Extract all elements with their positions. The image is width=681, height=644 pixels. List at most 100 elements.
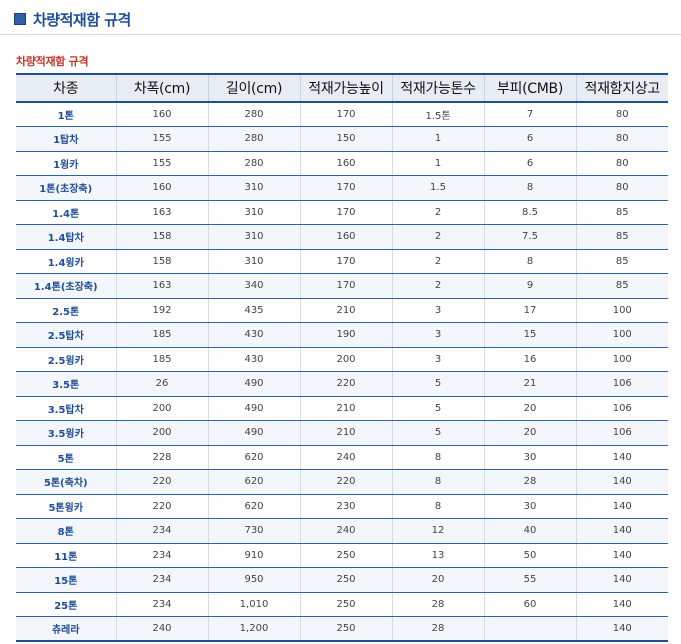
cell-bed-height: 140 bbox=[575, 518, 668, 544]
cell-volume: 7.5 bbox=[483, 224, 576, 250]
cell-volume bbox=[483, 616, 576, 642]
cell-load-tonnage: 2 bbox=[391, 273, 484, 299]
cell-vehicle-type: 1.4탑차 bbox=[16, 224, 116, 250]
cell-bed-height: 80 bbox=[575, 175, 668, 201]
cell-load-tonnage: 20 bbox=[391, 567, 484, 593]
cell-length: 620 bbox=[207, 494, 300, 519]
table-row: 1.4탑차 158 310 160 2 7.5 85 bbox=[16, 224, 668, 250]
table-row: 5톤 228 620 240 8 30 140 bbox=[16, 445, 668, 470]
cell-vehicle-type: 5톤 bbox=[16, 445, 116, 470]
cell-bed-height: 140 bbox=[575, 567, 668, 593]
cell-load-height: 250 bbox=[299, 543, 392, 568]
cell-length: 430 bbox=[207, 347, 300, 372]
cell-volume: 55 bbox=[483, 567, 576, 593]
cell-bed-height: 140 bbox=[575, 543, 668, 568]
cell-load-height: 210 bbox=[299, 396, 392, 421]
cell-load-tonnage: 8 bbox=[391, 494, 484, 519]
cell-load-tonnage: 12 bbox=[391, 518, 484, 544]
cell-vehicle-type: 2.5탑차 bbox=[16, 322, 116, 348]
column-header-volume: 부피(CMB) bbox=[483, 73, 576, 103]
cell-vehicle-type: 1톤 bbox=[16, 102, 116, 127]
cell-load-tonnage: 8 bbox=[391, 445, 484, 470]
table-row: 3.5탑차 200 490 210 5 20 106 bbox=[16, 396, 668, 421]
cell-vehicle-type: 25톤 bbox=[16, 592, 116, 617]
cell-volume: 6 bbox=[483, 151, 576, 176]
cell-width: 26 bbox=[115, 371, 208, 397]
cell-load-height: 160 bbox=[299, 224, 392, 250]
cell-length: 1,200 bbox=[207, 616, 300, 642]
cell-width: 200 bbox=[115, 396, 208, 421]
cell-vehicle-type: 1톤(초장축) bbox=[16, 175, 116, 201]
cell-length: 1,010 bbox=[207, 592, 300, 617]
cell-load-height: 250 bbox=[299, 592, 392, 617]
cell-bed-height: 140 bbox=[575, 616, 668, 642]
cell-load-tonnage: 1.5 bbox=[391, 175, 484, 201]
cell-bed-height: 106 bbox=[575, 396, 668, 421]
cell-vehicle-type: 11톤 bbox=[16, 543, 116, 568]
cell-volume: 40 bbox=[483, 518, 576, 544]
cell-width: 234 bbox=[115, 543, 208, 568]
cell-bed-height: 140 bbox=[575, 469, 668, 495]
cell-length: 310 bbox=[207, 200, 300, 225]
cell-load-height: 170 bbox=[299, 102, 392, 127]
cell-length: 310 bbox=[207, 224, 300, 250]
square-bullet-icon bbox=[14, 13, 26, 25]
cell-bed-height: 140 bbox=[575, 445, 668, 470]
cell-load-height: 250 bbox=[299, 616, 392, 642]
cell-length: 490 bbox=[207, 371, 300, 397]
cell-load-tonnage: 1 bbox=[391, 151, 484, 176]
table-row: 츄레라 240 1,200 250 28 140 bbox=[16, 616, 668, 642]
cell-width: 220 bbox=[115, 494, 208, 519]
cell-volume: 20 bbox=[483, 396, 576, 421]
cell-load-tonnage: 5 bbox=[391, 371, 484, 397]
cell-volume: 28 bbox=[483, 469, 576, 495]
cell-length: 620 bbox=[207, 469, 300, 495]
cell-length: 910 bbox=[207, 543, 300, 568]
table-row: 5톤(축차) 220 620 220 8 28 140 bbox=[16, 469, 668, 495]
table-row: 2.5톤 192 435 210 3 17 100 bbox=[16, 298, 668, 323]
cell-load-tonnage: 28 bbox=[391, 616, 484, 642]
cell-load-height: 210 bbox=[299, 420, 392, 446]
cell-width: 160 bbox=[115, 102, 208, 127]
cell-load-tonnage: 8 bbox=[391, 469, 484, 495]
cell-bed-height: 140 bbox=[575, 592, 668, 617]
cell-volume: 21 bbox=[483, 371, 576, 397]
cell-bed-height: 80 bbox=[575, 126, 668, 152]
cell-vehicle-type: 3.5윙카 bbox=[16, 420, 116, 446]
cell-bed-height: 106 bbox=[575, 371, 668, 397]
cell-vehicle-type: 3.5탑차 bbox=[16, 396, 116, 421]
cell-length: 280 bbox=[207, 151, 300, 176]
cell-bed-height: 106 bbox=[575, 420, 668, 446]
table-row: 1톤 160 280 170 1.5톤 7 80 bbox=[16, 102, 668, 127]
cell-bed-height: 80 bbox=[575, 151, 668, 176]
cell-vehicle-type: 2.5톤 bbox=[16, 298, 116, 323]
cell-width: 158 bbox=[115, 249, 208, 274]
cell-vehicle-type: 1윙카 bbox=[16, 151, 116, 176]
cell-width: 220 bbox=[115, 469, 208, 495]
cell-volume: 50 bbox=[483, 543, 576, 568]
cell-volume: 15 bbox=[483, 322, 576, 348]
cell-vehicle-type: 1.4톤(초장축) bbox=[16, 273, 116, 299]
cell-load-tonnage: 5 bbox=[391, 420, 484, 446]
cell-bed-height: 100 bbox=[575, 347, 668, 372]
cell-load-height: 150 bbox=[299, 126, 392, 152]
column-header-vehicle-type: 차종 bbox=[16, 73, 116, 103]
table-row: 8톤 234 730 240 12 40 140 bbox=[16, 518, 668, 544]
section-subtitle: 차량적재함 규격 bbox=[16, 55, 89, 68]
cell-length: 620 bbox=[207, 445, 300, 470]
cell-load-tonnage: 2 bbox=[391, 224, 484, 250]
cell-width: 234 bbox=[115, 518, 208, 544]
cell-length: 310 bbox=[207, 249, 300, 274]
cell-length: 280 bbox=[207, 102, 300, 127]
table-row: 15톤 234 950 250 20 55 140 bbox=[16, 567, 668, 593]
cell-width: 240 bbox=[115, 616, 208, 642]
table-body: 1톤 160 280 170 1.5톤 7 80 1탑차 155 280 150 1 6 80 1윙카 155… bbox=[16, 102, 668, 642]
table-row: 11톤 234 910 250 13 50 140 bbox=[16, 543, 668, 568]
cell-load-tonnage: 2 bbox=[391, 249, 484, 274]
table-row: 3.5윙카 200 490 210 5 20 106 bbox=[16, 420, 668, 446]
table-row: 1.4톤 163 310 170 2 8.5 85 bbox=[16, 200, 668, 225]
table-row: 1.4톤(초장축) 163 340 170 2 9 85 bbox=[16, 273, 668, 299]
cell-load-tonnage: 13 bbox=[391, 543, 484, 568]
cell-bed-height: 85 bbox=[575, 273, 668, 299]
cell-load-height: 220 bbox=[299, 371, 392, 397]
